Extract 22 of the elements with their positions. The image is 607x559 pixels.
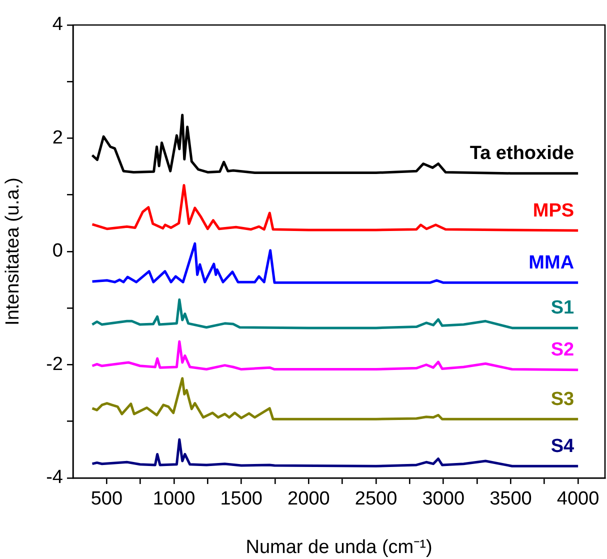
series-label: S4 bbox=[550, 436, 574, 457]
x-tick-label: 4000 bbox=[556, 488, 600, 510]
y-tick-label: 0 bbox=[52, 240, 63, 262]
series-label: MPS bbox=[532, 200, 574, 222]
x-tick-label: 2000 bbox=[288, 488, 330, 510]
x-tick-label: 3500 bbox=[490, 488, 532, 510]
y-tick-label: -4 bbox=[46, 467, 64, 488]
x-tick-label: 1000 bbox=[152, 488, 196, 510]
y-tick-label: -2 bbox=[46, 354, 63, 375]
x-tick-label: 1500 bbox=[220, 488, 262, 510]
y-tick-label: 2 bbox=[52, 127, 63, 148]
series-label: Ta ethoxide bbox=[470, 143, 574, 164]
x-tick-label: 500 bbox=[90, 488, 123, 510]
series-label: S1 bbox=[550, 298, 574, 319]
series-label: S2 bbox=[550, 340, 574, 361]
x-tick-label: 2500 bbox=[354, 488, 398, 510]
x-tick-label: 3000 bbox=[422, 488, 465, 510]
series-label: MMA bbox=[528, 252, 574, 274]
y-axis-title: Intensitatea (u.a.) bbox=[2, 178, 24, 326]
y-tick-label: 4 bbox=[52, 14, 64, 36]
series-label: S3 bbox=[550, 388, 574, 410]
x-axis-title: Numar de unda (cm⁻¹) bbox=[246, 536, 432, 558]
